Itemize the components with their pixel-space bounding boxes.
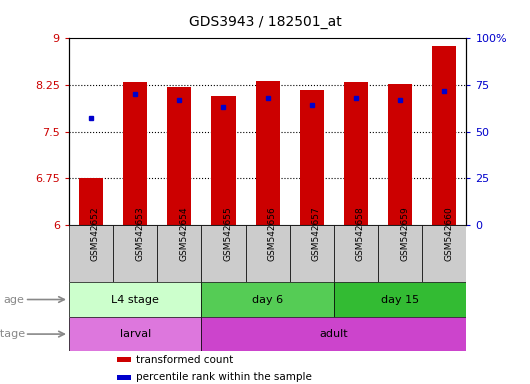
- Bar: [245, 225, 290, 282]
- Bar: [201, 282, 334, 317]
- Text: GSM542656: GSM542656: [268, 206, 277, 261]
- Text: transformed count: transformed count: [137, 354, 234, 364]
- Bar: [117, 374, 130, 381]
- Text: percentile rank within the sample: percentile rank within the sample: [137, 372, 312, 382]
- Bar: [211, 96, 236, 225]
- Text: GSM542654: GSM542654: [179, 206, 188, 261]
- Bar: [69, 317, 201, 351]
- Text: L4 stage: L4 stage: [111, 295, 159, 305]
- Bar: [388, 84, 412, 225]
- Bar: [201, 225, 245, 282]
- Text: GSM542660: GSM542660: [444, 206, 453, 261]
- Text: GSM542652: GSM542652: [91, 206, 100, 261]
- Text: development stage: development stage: [0, 329, 25, 339]
- Text: larval: larval: [120, 329, 151, 339]
- Text: age: age: [4, 295, 25, 305]
- Bar: [157, 225, 201, 282]
- Text: GSM542653: GSM542653: [135, 206, 144, 261]
- Bar: [299, 90, 324, 225]
- Text: adult: adult: [320, 329, 348, 339]
- Bar: [290, 225, 334, 282]
- Text: GSM542657: GSM542657: [312, 206, 321, 261]
- Bar: [123, 82, 147, 225]
- Bar: [69, 225, 113, 282]
- Text: GSM542659: GSM542659: [400, 206, 409, 261]
- Bar: [69, 282, 201, 317]
- Text: GSM542658: GSM542658: [356, 206, 365, 261]
- Bar: [378, 225, 422, 282]
- Bar: [334, 282, 466, 317]
- Bar: [167, 87, 191, 225]
- Bar: [344, 83, 368, 225]
- Text: day 6: day 6: [252, 295, 283, 305]
- Text: day 15: day 15: [381, 295, 419, 305]
- Text: GDS3943 / 182501_at: GDS3943 / 182501_at: [189, 15, 341, 29]
- Text: GSM542655: GSM542655: [224, 206, 233, 261]
- Bar: [255, 81, 280, 225]
- Bar: [334, 225, 378, 282]
- Bar: [432, 46, 456, 225]
- Bar: [117, 357, 130, 362]
- Bar: [422, 225, 466, 282]
- Bar: [113, 225, 157, 282]
- Bar: [79, 178, 103, 225]
- Bar: [201, 317, 466, 351]
